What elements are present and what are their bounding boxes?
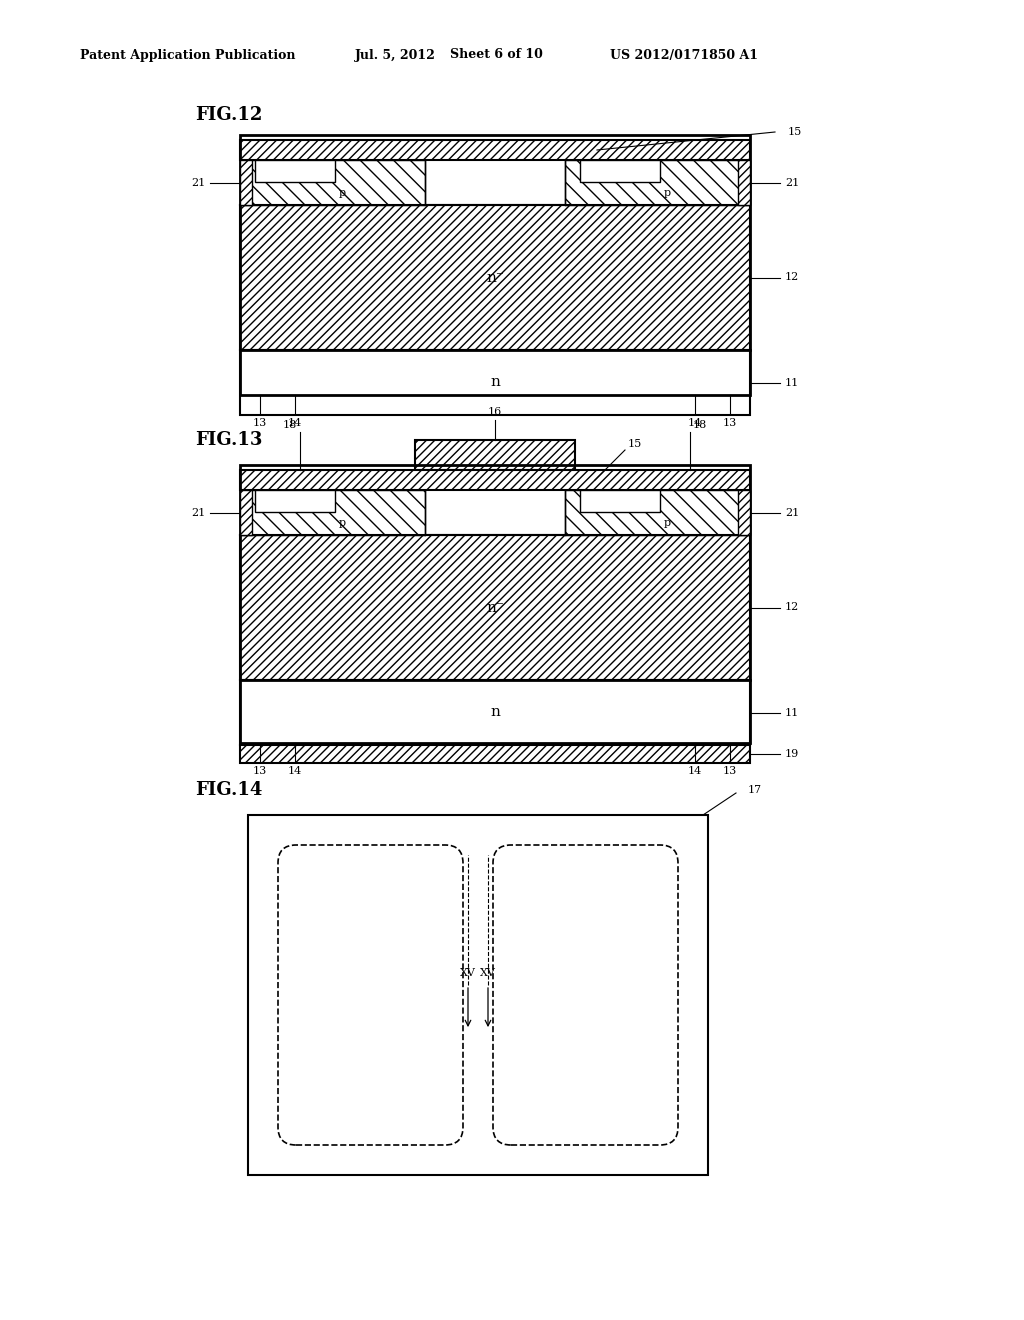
Text: Patent Application Publication: Patent Application Publication — [80, 49, 296, 62]
Text: 12: 12 — [785, 272, 800, 282]
Text: FIG.13: FIG.13 — [195, 432, 262, 449]
Bar — [240, 470, 750, 490]
Text: 15: 15 — [628, 440, 642, 449]
Text: 14: 14 — [288, 418, 302, 428]
Bar — [240, 490, 425, 535]
Text: 13: 13 — [723, 766, 737, 776]
Text: 18: 18 — [693, 420, 708, 430]
Text: XV: XV — [480, 968, 496, 978]
Bar — [248, 814, 708, 1175]
Text: 13: 13 — [253, 418, 267, 428]
Text: XV: XV — [460, 968, 476, 978]
Bar — [240, 160, 252, 205]
Text: 21: 21 — [785, 507, 800, 517]
Text: 21: 21 — [785, 177, 800, 187]
Text: p: p — [664, 519, 671, 528]
Text: FIG.14: FIG.14 — [195, 781, 262, 799]
Bar — [240, 535, 750, 680]
Bar — [580, 160, 660, 182]
Text: Jul. 5, 2012: Jul. 5, 2012 — [355, 49, 436, 62]
Text: 11: 11 — [785, 378, 800, 388]
Text: n: n — [490, 705, 500, 719]
Text: Sheet 6 of 10: Sheet 6 of 10 — [450, 49, 543, 62]
Text: FIG.12: FIG.12 — [195, 106, 262, 124]
Bar — [240, 135, 750, 395]
Bar — [255, 160, 335, 182]
FancyBboxPatch shape — [278, 845, 463, 1144]
Bar — [240, 490, 252, 535]
Text: 21: 21 — [190, 507, 205, 517]
Bar — [565, 490, 750, 535]
Bar — [240, 160, 425, 205]
Bar — [415, 440, 575, 470]
Text: 13: 13 — [723, 418, 737, 428]
Text: p: p — [339, 189, 346, 198]
Bar — [240, 680, 750, 744]
Text: n: n — [490, 375, 500, 389]
Text: 14: 14 — [288, 766, 302, 776]
Text: 14: 14 — [688, 418, 702, 428]
Bar — [240, 744, 750, 763]
Text: 21: 21 — [190, 177, 205, 187]
Bar — [240, 465, 750, 743]
Text: p: p — [339, 519, 346, 528]
Text: 17: 17 — [748, 785, 762, 795]
FancyBboxPatch shape — [493, 845, 678, 1144]
Text: 15: 15 — [788, 127, 802, 137]
Bar — [240, 350, 750, 414]
Text: p: p — [664, 189, 671, 198]
Text: 19: 19 — [785, 748, 800, 759]
Text: 18: 18 — [283, 420, 297, 430]
Text: US 2012/0171850 A1: US 2012/0171850 A1 — [610, 49, 758, 62]
Bar — [580, 490, 660, 512]
Bar — [240, 140, 750, 160]
Text: n⁺: n⁺ — [289, 496, 301, 506]
Bar — [738, 490, 750, 535]
Text: 16: 16 — [487, 407, 502, 417]
Text: n⁺: n⁺ — [289, 166, 301, 176]
Text: n⁻: n⁻ — [486, 271, 504, 285]
Text: 14: 14 — [688, 766, 702, 776]
Bar — [255, 490, 335, 512]
Bar — [240, 205, 750, 350]
Bar — [738, 160, 750, 205]
Text: 11: 11 — [785, 708, 800, 718]
Bar — [565, 160, 750, 205]
Text: n⁺: n⁺ — [614, 496, 626, 506]
Text: 13: 13 — [253, 766, 267, 776]
Text: 12: 12 — [785, 602, 800, 612]
Text: n⁻: n⁻ — [486, 601, 504, 615]
Text: n⁺: n⁺ — [614, 166, 626, 176]
